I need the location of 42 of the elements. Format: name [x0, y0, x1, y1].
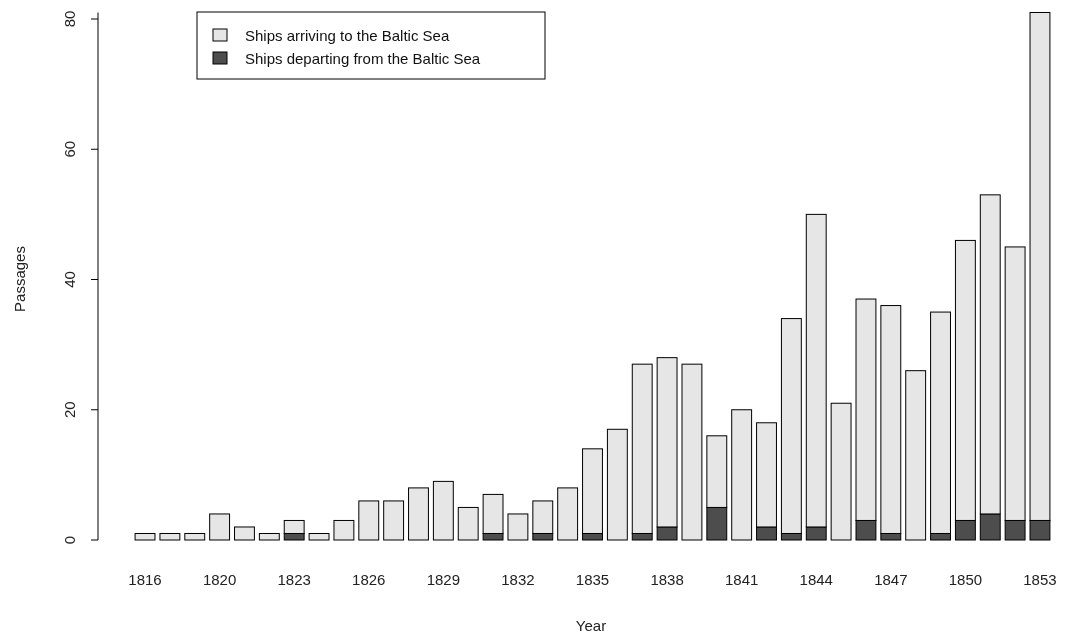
legend-label: Ships arriving to the Baltic Sea: [245, 27, 450, 44]
bar: [830, 402, 852, 541]
bar: [383, 500, 405, 541]
bar: [308, 532, 330, 541]
y-tick-label: 0: [61, 535, 78, 545]
bar: [432, 480, 454, 541]
bar: [905, 370, 927, 541]
y-tick-label: 60: [61, 140, 78, 158]
bar: [557, 487, 579, 541]
bar: [408, 487, 429, 541]
bar: [159, 532, 181, 541]
x-axis-title: Year: [575, 617, 607, 634]
bar: [731, 409, 753, 541]
x-tick-label: 1820: [202, 571, 237, 588]
x-tick-label: 1850: [948, 571, 983, 588]
x-tick-label: 1835: [575, 571, 610, 588]
bar: [209, 513, 231, 541]
bar: [358, 500, 380, 541]
x-tick-label: 1823: [277, 571, 311, 588]
bar: [606, 428, 628, 541]
y-tick-label: 40: [61, 271, 78, 288]
bar: [681, 363, 703, 541]
bar: [184, 532, 206, 541]
x-tick-label: 1847: [874, 571, 908, 588]
x-tick-label: 1838: [650, 571, 684, 588]
x-tick-label: 1829: [426, 571, 461, 588]
bar: [234, 526, 255, 541]
bar: [457, 506, 479, 541]
y-axis-title: Passages: [11, 246, 28, 312]
x-tick-label: 1853: [1023, 571, 1057, 588]
x-tick-label: 1832: [501, 571, 535, 588]
bar: [134, 532, 156, 541]
y-tick-label: 20: [61, 401, 78, 419]
bar: [333, 519, 355, 541]
bar: [507, 513, 529, 541]
y-tick-label: 80: [61, 10, 78, 28]
bar: [258, 532, 280, 541]
x-tick-label: 1844: [799, 571, 833, 588]
legend-label: Ships departing from the Baltic Sea: [245, 50, 481, 67]
x-tick-label: 1841: [724, 571, 759, 588]
x-tick-label: 1826: [352, 571, 386, 588]
x-tick-label: 1816: [128, 571, 162, 588]
